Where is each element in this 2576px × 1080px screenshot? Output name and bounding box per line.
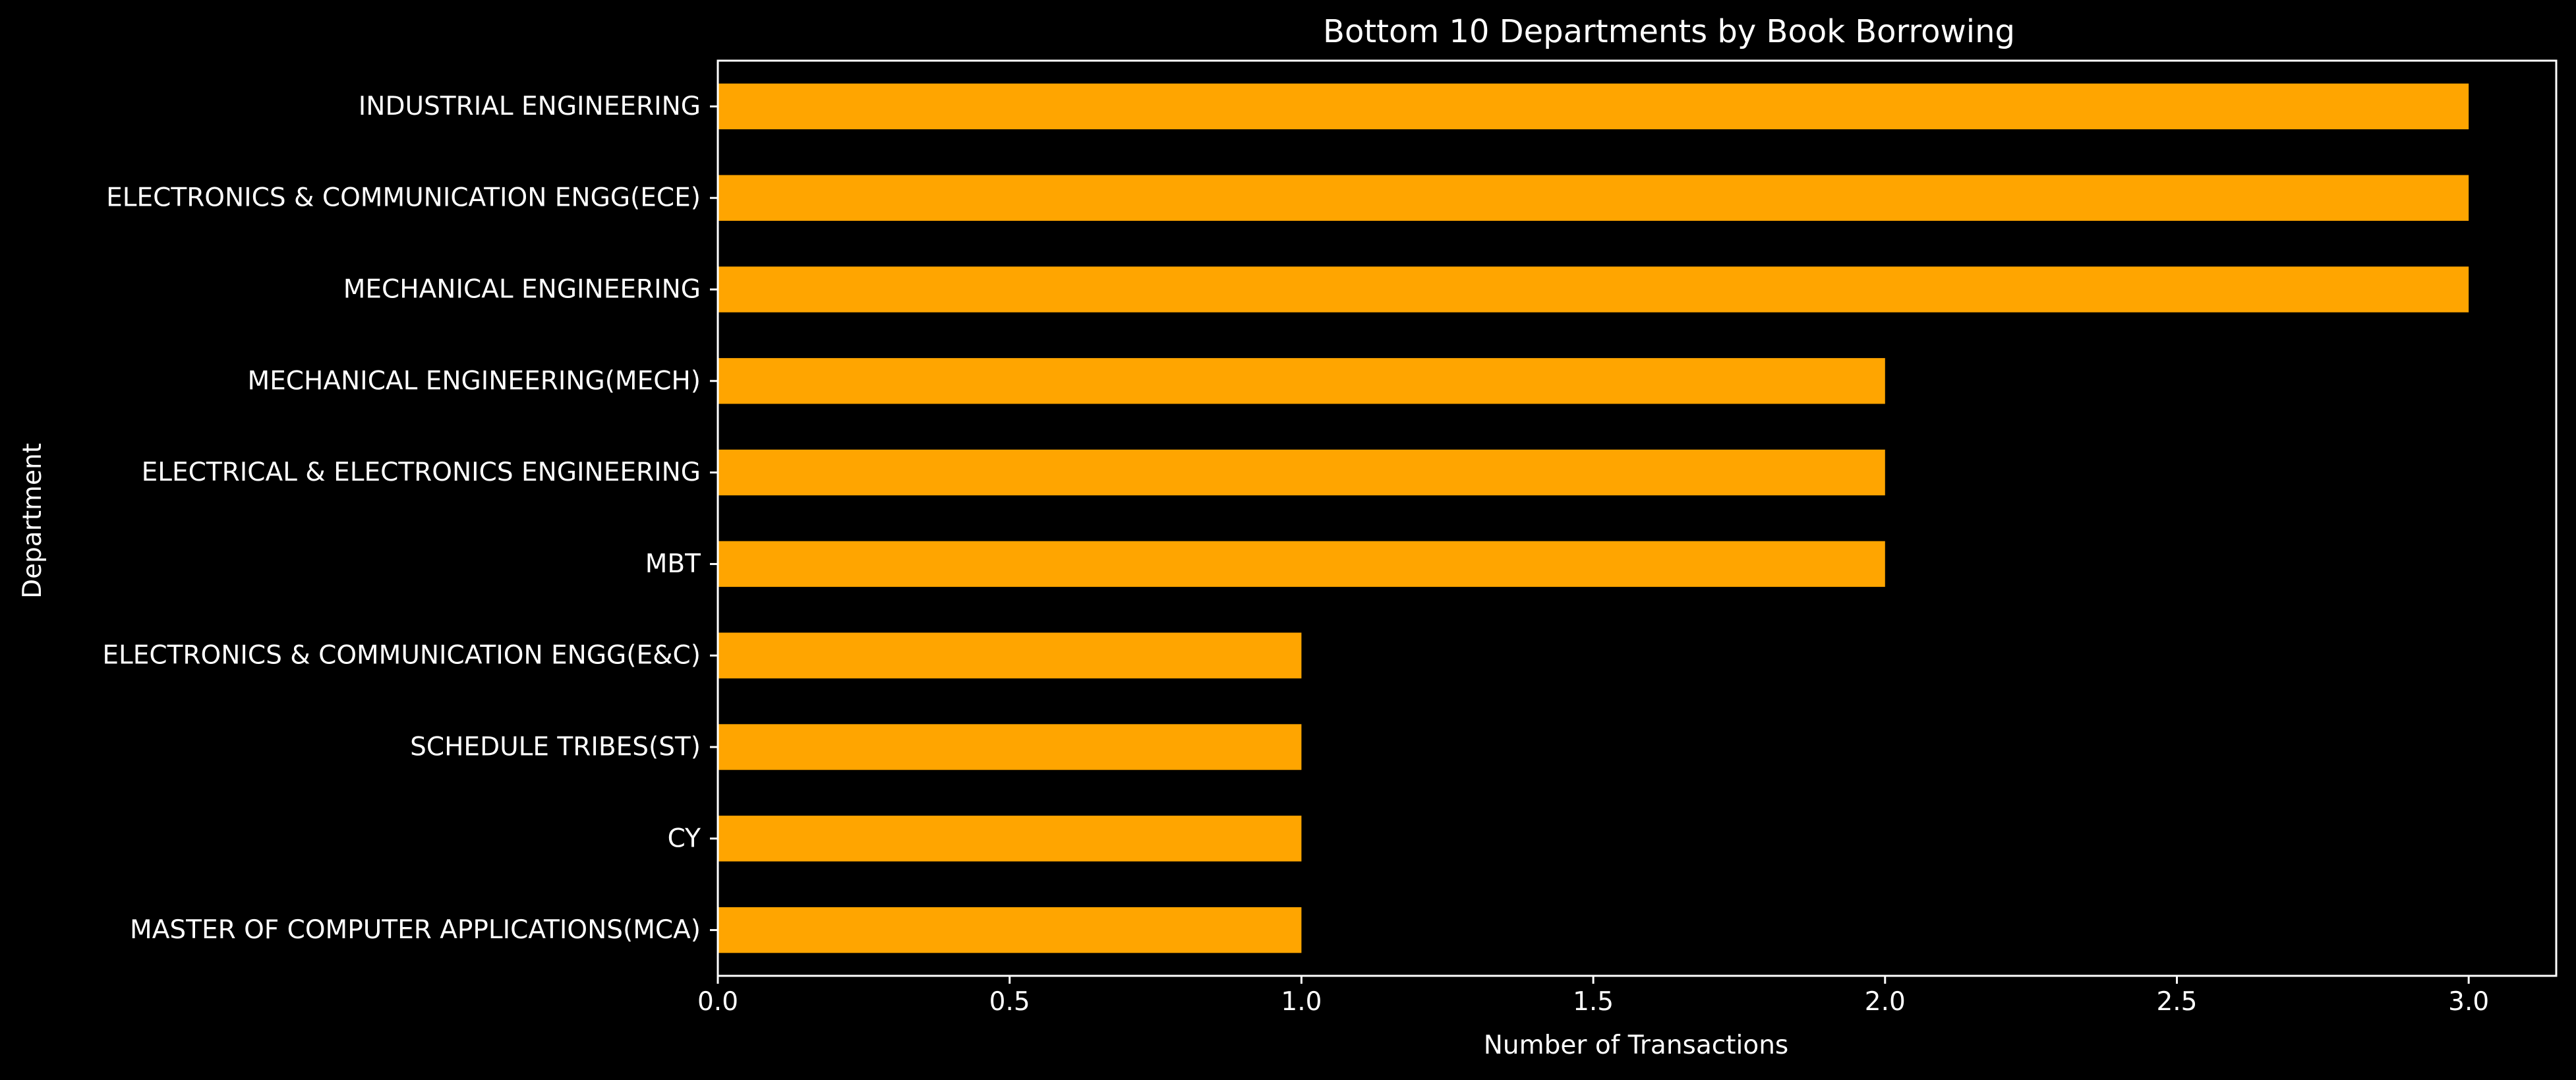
bar	[718, 175, 2469, 221]
x-tick-label: 0.5	[989, 987, 1030, 1017]
bar	[718, 907, 1302, 953]
y-axis-label: Department	[18, 443, 47, 599]
y-tick-label: INDUSTRIAL ENGINEERING	[359, 92, 701, 121]
bar	[718, 724, 1302, 770]
bar	[718, 266, 2469, 313]
y-tick-label: MECHANICAL ENGINEERING	[343, 275, 701, 305]
x-tick-label: 2.5	[2156, 987, 2197, 1017]
axes-frame	[717, 59, 2558, 977]
x-axis-label: Number of Transactions	[1484, 1031, 1788, 1060]
bar	[718, 83, 2469, 130]
bar	[718, 449, 1885, 496]
bar	[718, 541, 1885, 587]
y-tick-label: ELECTRICAL & ELECTRONICS ENGINEERING	[142, 458, 701, 487]
y-tick-label: MECHANICAL ENGINEERING(MECH)	[247, 366, 701, 396]
y-tick-label: MASTER OF COMPUTER APPLICATIONS(MCA)	[130, 915, 701, 945]
y-tick-label: ELECTRONICS & COMMUNICATION ENGG(ECE)	[106, 183, 701, 213]
x-tick-label: 1.0	[1281, 987, 1322, 1017]
chart-title: Bottom 10 Departments by Book Borrowing	[1323, 13, 2015, 50]
y-tick-label: SCHEDULE TRIBES(ST)	[410, 733, 701, 762]
x-tick-label: 2.0	[1865, 987, 1906, 1017]
bar	[718, 358, 1885, 404]
bars-group	[718, 83, 2469, 953]
bar	[718, 632, 1302, 678]
x-tick-label: 0.0	[697, 987, 738, 1017]
bar	[718, 816, 1302, 862]
y-tick-label: ELECTRONICS & COMMUNICATION ENGG(E&C)	[102, 641, 701, 671]
y-tick-label: CY	[668, 824, 701, 853]
x-ticks-group: 0.0 0.5 1.0 1.5 2.0 2.5 3.0	[697, 976, 2489, 1017]
y-ticks-group: INDUSTRIAL ENGINEERING ELECTRONICS & COMM…	[102, 92, 718, 945]
x-tick-label: 1.5	[1573, 987, 1614, 1017]
y-tick-label: MBT	[645, 549, 701, 579]
x-tick-label: 3.0	[2448, 987, 2489, 1017]
